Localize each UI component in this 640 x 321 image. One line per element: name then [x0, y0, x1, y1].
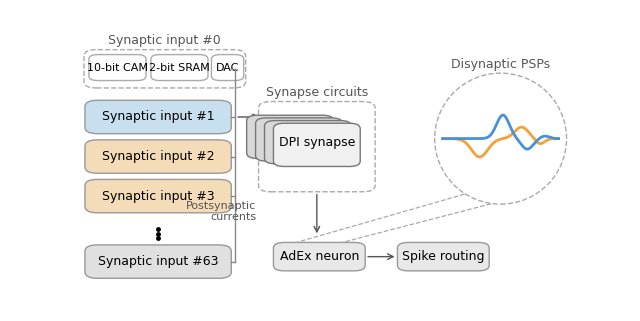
- FancyBboxPatch shape: [89, 55, 146, 81]
- Text: 2-bit SRAM: 2-bit SRAM: [149, 63, 210, 73]
- FancyBboxPatch shape: [255, 118, 342, 161]
- FancyBboxPatch shape: [273, 242, 365, 271]
- Text: Spike routing: Spike routing: [402, 250, 484, 263]
- Text: AdEx neuron: AdEx neuron: [280, 250, 359, 263]
- FancyBboxPatch shape: [259, 101, 375, 192]
- Text: Synaptic input #2: Synaptic input #2: [102, 150, 214, 163]
- Text: DPI synapse: DPI synapse: [278, 136, 355, 149]
- FancyBboxPatch shape: [397, 242, 489, 271]
- FancyBboxPatch shape: [85, 179, 231, 213]
- FancyBboxPatch shape: [85, 140, 231, 173]
- Text: Synaptic input #3: Synaptic input #3: [102, 190, 214, 203]
- Text: Disynaptic PSPs: Disynaptic PSPs: [451, 58, 550, 71]
- FancyBboxPatch shape: [273, 123, 360, 167]
- Text: Synaptic input #0: Synaptic input #0: [108, 34, 221, 47]
- Text: 10-bit CAM: 10-bit CAM: [87, 63, 148, 73]
- FancyBboxPatch shape: [85, 100, 231, 134]
- FancyBboxPatch shape: [246, 115, 333, 159]
- FancyBboxPatch shape: [211, 55, 244, 81]
- Text: Synapse circuits: Synapse circuits: [266, 86, 368, 99]
- Text: Synaptic input #63: Synaptic input #63: [98, 255, 218, 268]
- Text: Synaptic input #1: Synaptic input #1: [102, 110, 214, 124]
- FancyBboxPatch shape: [151, 55, 208, 81]
- Ellipse shape: [435, 73, 566, 204]
- FancyBboxPatch shape: [84, 50, 246, 88]
- FancyBboxPatch shape: [85, 245, 231, 278]
- Text: DAC: DAC: [216, 63, 239, 73]
- FancyBboxPatch shape: [264, 121, 351, 164]
- Text: Postsynaptic
currents: Postsynaptic currents: [186, 201, 256, 222]
